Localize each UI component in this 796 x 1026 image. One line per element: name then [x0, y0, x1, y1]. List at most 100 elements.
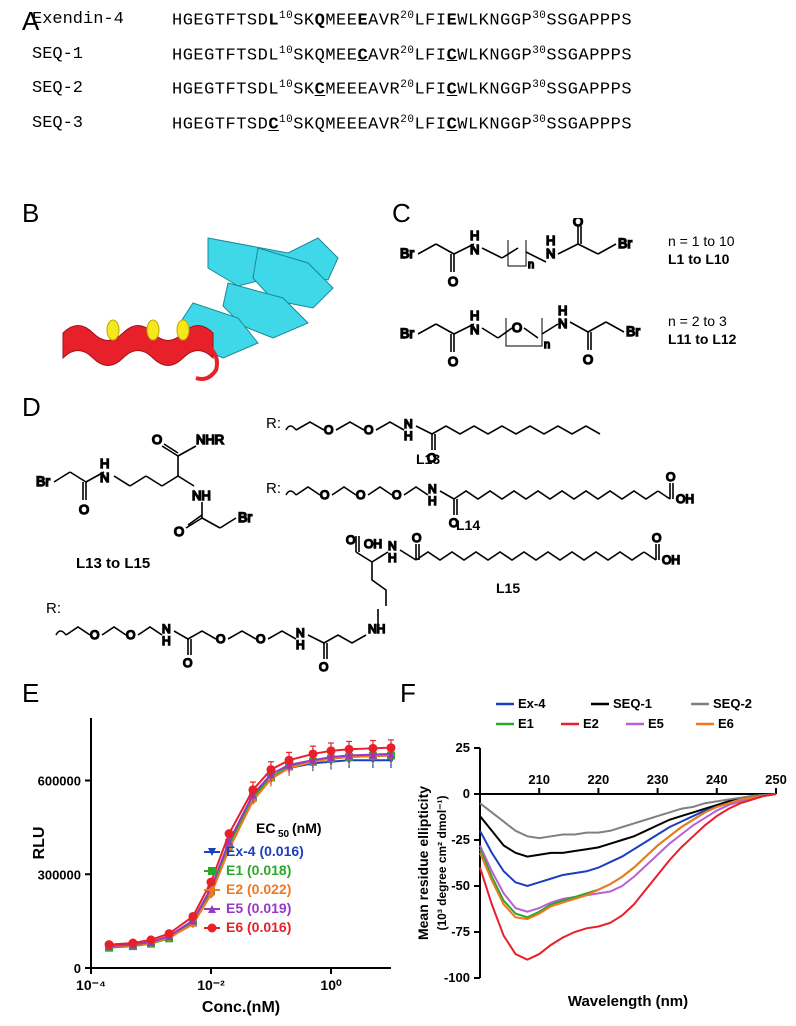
- svg-text:NHR: NHR: [196, 432, 224, 447]
- svg-text:H: H: [100, 456, 109, 471]
- svg-text:H: H: [404, 429, 413, 443]
- svg-text:230: 230: [647, 772, 669, 787]
- svg-text:O: O: [319, 660, 328, 674]
- svg-text:O: O: [583, 352, 593, 367]
- svg-text:Br: Br: [400, 325, 414, 341]
- svg-text:O: O: [320, 488, 329, 502]
- svg-text:N: N: [558, 316, 567, 331]
- d-l15: L15: [496, 580, 520, 596]
- svg-text:N: N: [470, 322, 479, 337]
- svg-text:Br: Br: [36, 473, 50, 489]
- svg-text:H: H: [546, 233, 555, 248]
- svg-text:Br: Br: [618, 235, 632, 251]
- svg-text:E2: E2: [583, 716, 599, 731]
- svg-text:Ex-4 (0.016): Ex-4 (0.016): [226, 843, 304, 859]
- svg-text:Br: Br: [400, 245, 414, 261]
- svg-text:NH: NH: [192, 488, 211, 503]
- svg-text:n: n: [544, 339, 550, 351]
- d-core-label: L13 to L15: [76, 555, 150, 572]
- svg-text:RLU: RLU: [31, 827, 48, 860]
- svg-text:O: O: [174, 524, 184, 539]
- svg-text:H: H: [470, 308, 479, 323]
- svg-text:H: H: [558, 303, 567, 318]
- svg-text:SEQ-2: SEQ-2: [713, 696, 752, 711]
- svg-text:0: 0: [463, 786, 470, 801]
- svg-text:n: n: [528, 259, 534, 271]
- svg-text:O: O: [152, 432, 162, 447]
- svg-text:O: O: [126, 628, 135, 642]
- svg-text:O: O: [256, 632, 265, 646]
- svg-text:H: H: [428, 494, 437, 508]
- d-l14: L14: [456, 517, 480, 533]
- svg-text:O: O: [412, 531, 421, 545]
- svg-text:N: N: [100, 470, 109, 485]
- svg-text:Conc.(nM): Conc.(nM): [202, 999, 280, 1016]
- svg-text:E1: E1: [518, 716, 534, 731]
- svg-text:Br: Br: [626, 323, 640, 339]
- svg-text:O: O: [512, 320, 522, 335]
- svg-text:O: O: [392, 488, 401, 502]
- svg-text:O: O: [356, 488, 365, 502]
- d-l13: L13: [416, 451, 440, 467]
- svg-text:SEQ-1: SEQ-1: [613, 696, 652, 711]
- svg-text:E5: E5: [648, 716, 664, 731]
- d-r-label-1: R:: [266, 415, 281, 432]
- sequence-name: SEQ-3: [32, 114, 172, 135]
- d-r-label-2: R:: [266, 480, 281, 497]
- svg-text:240: 240: [706, 772, 728, 787]
- svg-text:E6: E6: [718, 716, 734, 731]
- svg-text:H: H: [470, 228, 479, 243]
- svg-text:E6 (0.016): E6 (0.016): [226, 919, 291, 935]
- svg-text:H: H: [162, 634, 171, 648]
- svg-text:O: O: [183, 656, 192, 670]
- sequence-row: SEQ-3HGEGTFTSDC10SKQMEEEAVR20LFICWLKNGGP…: [32, 114, 772, 135]
- svg-text:OH: OH: [662, 553, 680, 567]
- svg-text:Ex-4: Ex-4: [518, 696, 546, 711]
- svg-text:H: H: [388, 551, 397, 565]
- sequence-text: HGEGTFTSDC10SKQMEEEAVR20LFICWLKNGGP30SSG…: [172, 114, 632, 135]
- panel-c-linkers: Br O H N n N H O Br n = 1 to 10 L1 to L1…: [398, 218, 778, 388]
- svg-text:Mean residue ellipticity: Mean residue ellipticity: [415, 786, 431, 940]
- svg-text:(nM): (nM): [292, 820, 322, 836]
- svg-text:250: 250: [765, 772, 787, 787]
- panel-b-label: B: [22, 198, 39, 229]
- sequence-row: SEQ-2HGEGTFTSDL10SKCMEEEAVR20LFICWLKNGGP…: [32, 79, 772, 100]
- svg-text:O: O: [346, 533, 355, 547]
- svg-text:300000: 300000: [38, 867, 81, 882]
- svg-text:E1 (0.018): E1 (0.018): [226, 862, 291, 878]
- svg-text:50: 50: [278, 829, 290, 840]
- svg-text:10⁻⁴: 10⁻⁴: [76, 977, 106, 993]
- svg-text:O: O: [652, 531, 661, 545]
- panel-d-linkers: Br O H N O NHR NH O: [26, 398, 776, 678]
- svg-text:10⁻²: 10⁻²: [197, 977, 225, 993]
- svg-text:OH: OH: [676, 492, 694, 506]
- sequence-text: HGEGTFTSDL10SKCMEEEAVR20LFICWLKNGGP30SSG…: [172, 79, 632, 100]
- svg-text:O: O: [216, 632, 225, 646]
- svg-text:10⁰: 10⁰: [320, 977, 342, 993]
- svg-text:-50: -50: [451, 878, 470, 893]
- c-row2-name: L11 to L12: [668, 331, 737, 347]
- panel-a-sequences: Exendin-4HGEGTFTSDL10SKQMEEEAVR20LFIEWLK…: [32, 10, 772, 149]
- c-row1-range: n = 1 to 10: [668, 233, 735, 249]
- panel-e-chart: 10⁻⁴10⁻²10⁰0300000600000RLUConc.(nM)EC50…: [26, 688, 406, 1018]
- svg-text:OH: OH: [364, 537, 382, 551]
- svg-text:Br: Br: [238, 509, 252, 525]
- svg-text:NH: NH: [368, 622, 385, 636]
- svg-text:-100: -100: [444, 970, 470, 985]
- sequence-name: SEQ-1: [32, 45, 172, 66]
- panel-b-structure: [58, 218, 368, 388]
- sequence-name: Exendin-4: [32, 10, 172, 31]
- svg-text:O: O: [364, 423, 373, 437]
- svg-text:220: 220: [588, 772, 610, 787]
- sequence-text: HGEGTFTSDL10SKQMEECAVR20LFICWLKNGGP30SSG…: [172, 45, 632, 66]
- svg-text:O: O: [666, 470, 675, 484]
- panel-f-chart: 210220230240250-100-75-50-25025Mean resi…: [408, 688, 788, 1018]
- d-r-label-3: R:: [46, 600, 61, 617]
- svg-text:Wavelength (nm): Wavelength (nm): [568, 993, 688, 1010]
- svg-text:600000: 600000: [38, 774, 81, 789]
- svg-text:E5 (0.019): E5 (0.019): [226, 900, 291, 916]
- svg-text:O: O: [324, 423, 333, 437]
- svg-text:O: O: [79, 502, 89, 517]
- svg-text:O: O: [573, 218, 583, 229]
- svg-text:O: O: [448, 274, 458, 289]
